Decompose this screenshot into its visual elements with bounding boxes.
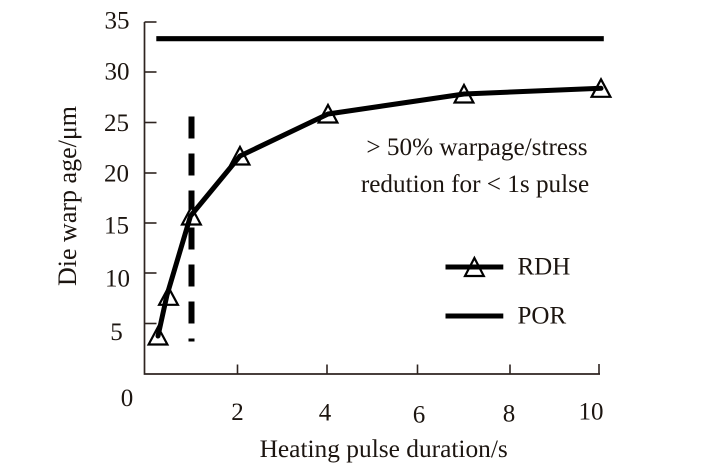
svg-text:Die warp age/μm: Die warp age/μm <box>53 106 82 286</box>
svg-text:10: 10 <box>105 266 130 293</box>
svg-text:30: 30 <box>105 59 130 86</box>
svg-text:> 50% warpage/stress: > 50% warpage/stress <box>366 134 587 161</box>
svg-text:RDH: RDH <box>518 254 571 281</box>
svg-text:8: 8 <box>503 401 516 428</box>
svg-text:Heating pulse duration/s: Heating pulse duration/s <box>260 435 508 463</box>
svg-text:15: 15 <box>104 213 129 240</box>
svg-text:35: 35 <box>105 8 130 35</box>
svg-text:0: 0 <box>121 385 134 412</box>
svg-text:5: 5 <box>110 319 123 346</box>
svg-text:20: 20 <box>104 161 129 188</box>
svg-text:10: 10 <box>579 399 604 426</box>
svg-text:2: 2 <box>231 399 244 426</box>
svg-text:4: 4 <box>319 400 332 427</box>
svg-text:25: 25 <box>104 110 129 137</box>
svg-text:6: 6 <box>413 402 426 429</box>
svg-text:redution for < 1s pulse: redution for < 1s pulse <box>361 171 589 198</box>
svg-text:POR: POR <box>518 303 567 330</box>
